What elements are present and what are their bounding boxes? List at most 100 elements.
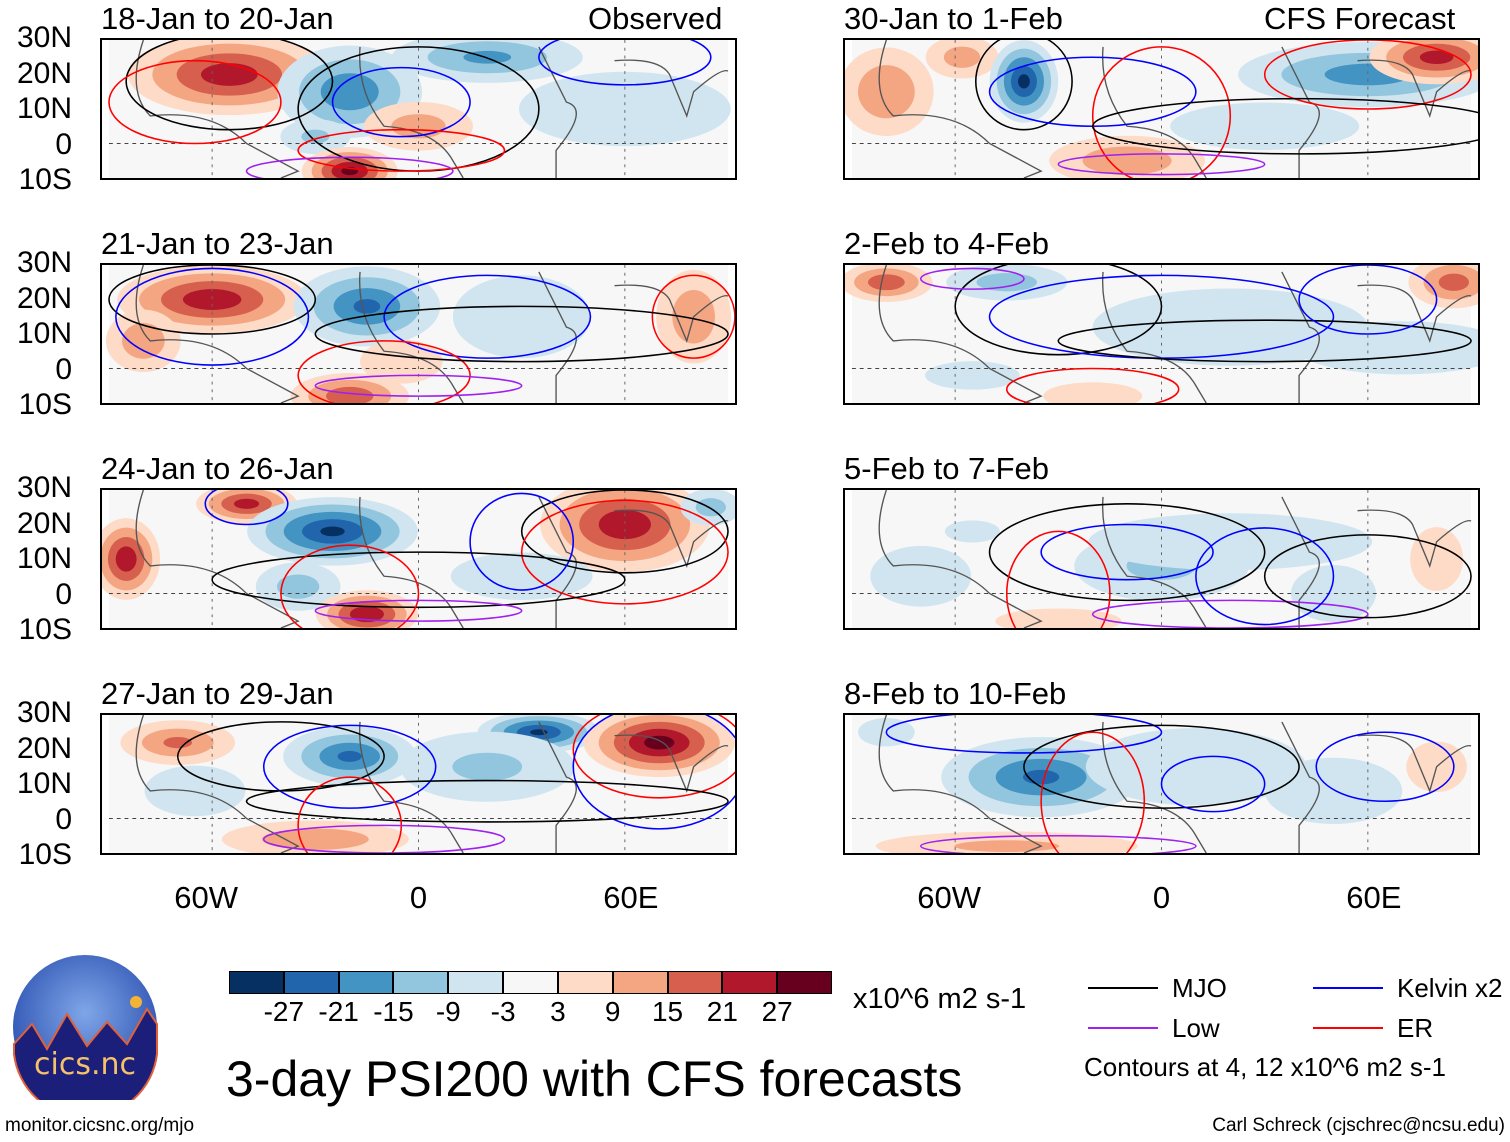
- lat-label: 30N: [16, 471, 72, 504]
- anomaly-shading: [976, 273, 1038, 292]
- er-contour: [572, 715, 735, 799]
- kelvin-contour: [538, 40, 712, 86]
- legend-line: [1313, 1027, 1383, 1029]
- figure-title: 3-day PSI200 with CFS forecasts: [226, 1051, 963, 1107]
- colorbar-swatch: [667, 971, 723, 994]
- er-contour: [297, 128, 506, 172]
- lon-label: 0: [1152, 880, 1171, 915]
- lat-label: 0: [55, 352, 72, 386]
- anomaly-shading: [349, 606, 384, 623]
- lat-label: 10N: [16, 92, 72, 125]
- panel-title: 21-Jan to 23-Jan: [101, 226, 334, 261]
- mjo-contour: [520, 490, 729, 574]
- lon-label: 60W: [174, 880, 239, 915]
- author-credit: Carl Schreck (cjschrec@ncsu.edu): [1212, 1115, 1505, 1136]
- kelvin-contour: [1160, 755, 1266, 813]
- er-contour: [297, 340, 471, 403]
- colorbar-label: -3: [490, 996, 516, 1027]
- anomaly-shading: [644, 735, 675, 750]
- coastlines: [878, 40, 1472, 178]
- colorbar-swatch: [503, 971, 558, 994]
- lat-label: 30N: [16, 246, 72, 279]
- anomaly-shading: [353, 299, 381, 314]
- coastlines: [878, 715, 1472, 853]
- mjo-contour: [314, 305, 729, 363]
- panel-title: 5-Feb to 7-Feb: [844, 451, 1050, 486]
- lat-label: 10S: [18, 388, 72, 421]
- colorbar-swatch: [722, 971, 778, 994]
- low-contour: [245, 156, 454, 178]
- coastlines: [135, 715, 729, 853]
- mjo-contour: [125, 40, 334, 131]
- er-contour: [280, 544, 420, 628]
- anomaly-shading: [1082, 146, 1172, 176]
- lat-label: 0: [55, 577, 72, 611]
- er-contour: [651, 274, 735, 359]
- er-contour: [108, 59, 282, 145]
- colorbar-label: 27: [761, 996, 793, 1027]
- anomaly-shading: [122, 323, 165, 359]
- coastlines: [878, 265, 1472, 403]
- legend-label: MJO: [1172, 973, 1227, 1003]
- panel-title: 24-Jan to 26-Jan: [101, 451, 334, 486]
- anomaly-shading: [867, 274, 905, 291]
- anomaly-shading: [943, 46, 981, 68]
- coastlines: [878, 490, 1472, 628]
- anomaly-shading: [925, 361, 1020, 390]
- lat-label: 10N: [16, 317, 72, 350]
- lon-label: 60W: [917, 880, 982, 915]
- anomaly-shading: [320, 73, 379, 111]
- panel-title: 2-Feb to 4-Feb: [844, 226, 1050, 261]
- colorbar-swatch: [338, 971, 394, 994]
- map-panel: [100, 488, 737, 630]
- er-contour: [1005, 367, 1180, 403]
- kelvin-contour: [262, 724, 437, 809]
- low-contour: [1091, 599, 1369, 628]
- mjo-contour: [988, 503, 1266, 602]
- colorbar-label: -27: [263, 996, 305, 1027]
- anomaly-shading: [1018, 74, 1030, 89]
- anomaly-shading: [1410, 527, 1464, 591]
- legend-label: Kelvin x2: [1397, 973, 1503, 1003]
- lat-label: 10S: [18, 613, 72, 646]
- mjo-contour: [245, 779, 729, 823]
- er-contour: [1263, 40, 1472, 110]
- er-contour: [520, 499, 729, 605]
- anomaly-shading: [1438, 273, 1469, 291]
- kelvin-contour: [1315, 731, 1455, 803]
- lat-label: 10N: [16, 767, 72, 800]
- kelvin-contour: [572, 715, 735, 830]
- mjo-contour: [1263, 534, 1472, 619]
- lat-label: 30N: [16, 21, 72, 54]
- colorbar-label: -9: [435, 996, 461, 1027]
- lat-label: 20N: [16, 731, 72, 765]
- mjo-contour: [211, 551, 626, 609]
- lat-label: 0: [55, 127, 72, 161]
- coastlines: [135, 265, 729, 403]
- colorbar-units: x10^6 m2 s-1: [853, 983, 1027, 1015]
- anomaly-shading: [944, 520, 1000, 543]
- lat-label: 10S: [18, 163, 72, 196]
- legend-label: Low: [1172, 1013, 1220, 1043]
- anomaly-shading: [857, 65, 915, 119]
- colorbar-label: 21: [706, 996, 738, 1027]
- colorbar-swatch: [777, 971, 832, 994]
- lat-label: 20N: [16, 281, 72, 315]
- anomaly-shading: [870, 545, 972, 607]
- anomaly-shading: [144, 765, 246, 817]
- er-contour: [1040, 731, 1146, 853]
- map-panel: [843, 38, 1480, 180]
- source-url[interactable]: monitor.cicsnc.org/mjo: [5, 1115, 195, 1136]
- map-panel: [843, 488, 1480, 630]
- colorbar-label: 3: [550, 996, 566, 1027]
- er-contour: [1005, 530, 1111, 628]
- panel-title: 18-Jan to 20-Jan: [101, 1, 334, 36]
- anomaly-shading: [598, 509, 651, 540]
- low-contour: [262, 824, 506, 853]
- legend-label: ER: [1397, 1013, 1434, 1043]
- lat-label: 20N: [16, 56, 72, 90]
- er-contour: [1091, 46, 1232, 178]
- anomaly-shading: [1264, 757, 1403, 825]
- mjo-contour: [1092, 97, 1478, 155]
